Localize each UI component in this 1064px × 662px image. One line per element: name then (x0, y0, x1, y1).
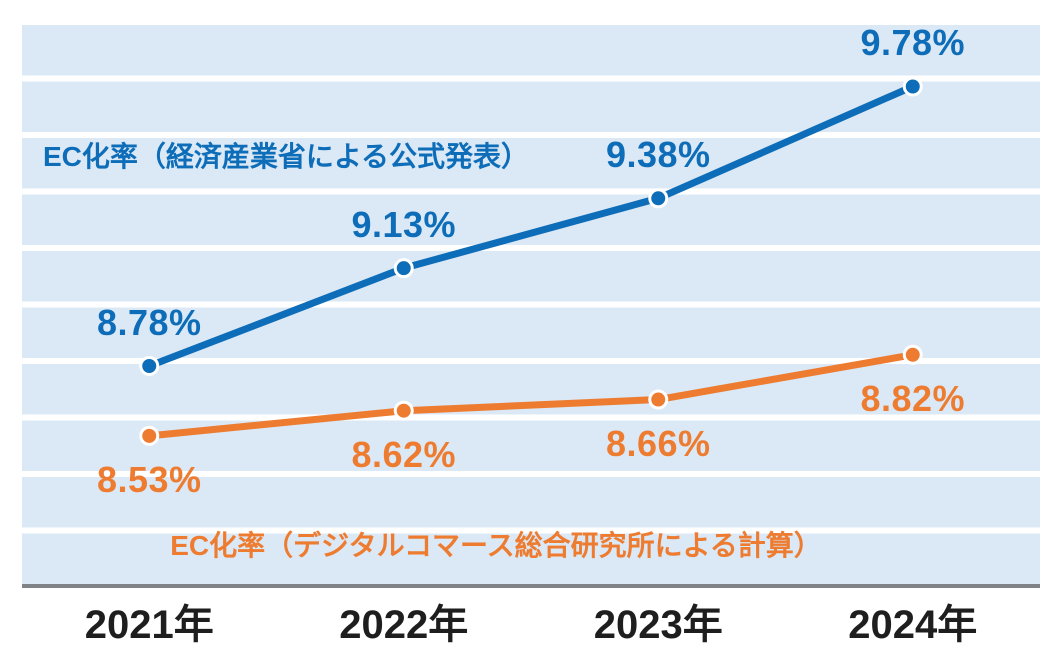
value-label-0-3: 9.78% (860, 22, 966, 64)
x-axis-label-2: 2023年 (593, 603, 723, 647)
data-point-marker-1-1 (393, 400, 414, 421)
data-point-marker-1-2 (648, 389, 669, 410)
value-label-1-2: 8.66% (605, 422, 711, 464)
x-axis-line (22, 584, 1040, 588)
series-label-meti: EC化率（経済産業省による公式発表） (42, 141, 530, 172)
data-point-marker-0-3 (902, 76, 923, 97)
data-point-marker-0-2 (648, 188, 669, 209)
x-axis-label-1: 2022年 (339, 603, 469, 647)
value-label-0-0: 8.78% (96, 301, 202, 343)
x-axis-label-3: 2024年 (848, 603, 978, 647)
plot-area (22, 25, 1040, 584)
data-point-marker-0-0 (139, 355, 160, 376)
value-label-0-2: 9.38% (605, 134, 711, 176)
series-label-dcri: EC化率（デジタルコマース総合研究所による計算） (170, 530, 822, 561)
series-line-0 (145, 82, 917, 370)
value-label-1-3: 8.82% (860, 377, 966, 419)
data-point-marker-1-3 (902, 344, 923, 365)
value-label-1-1: 8.62% (351, 433, 457, 475)
data-point-marker-1-0 (139, 425, 160, 446)
x-axis-label-0: 2021年 (84, 603, 214, 647)
value-label-1-0: 8.53% (96, 458, 202, 500)
series-line-1 (145, 351, 917, 440)
line-chart-svg (139, 76, 923, 446)
data-point-marker-0-1 (393, 258, 414, 279)
value-label-0-1: 9.13% (351, 204, 457, 246)
